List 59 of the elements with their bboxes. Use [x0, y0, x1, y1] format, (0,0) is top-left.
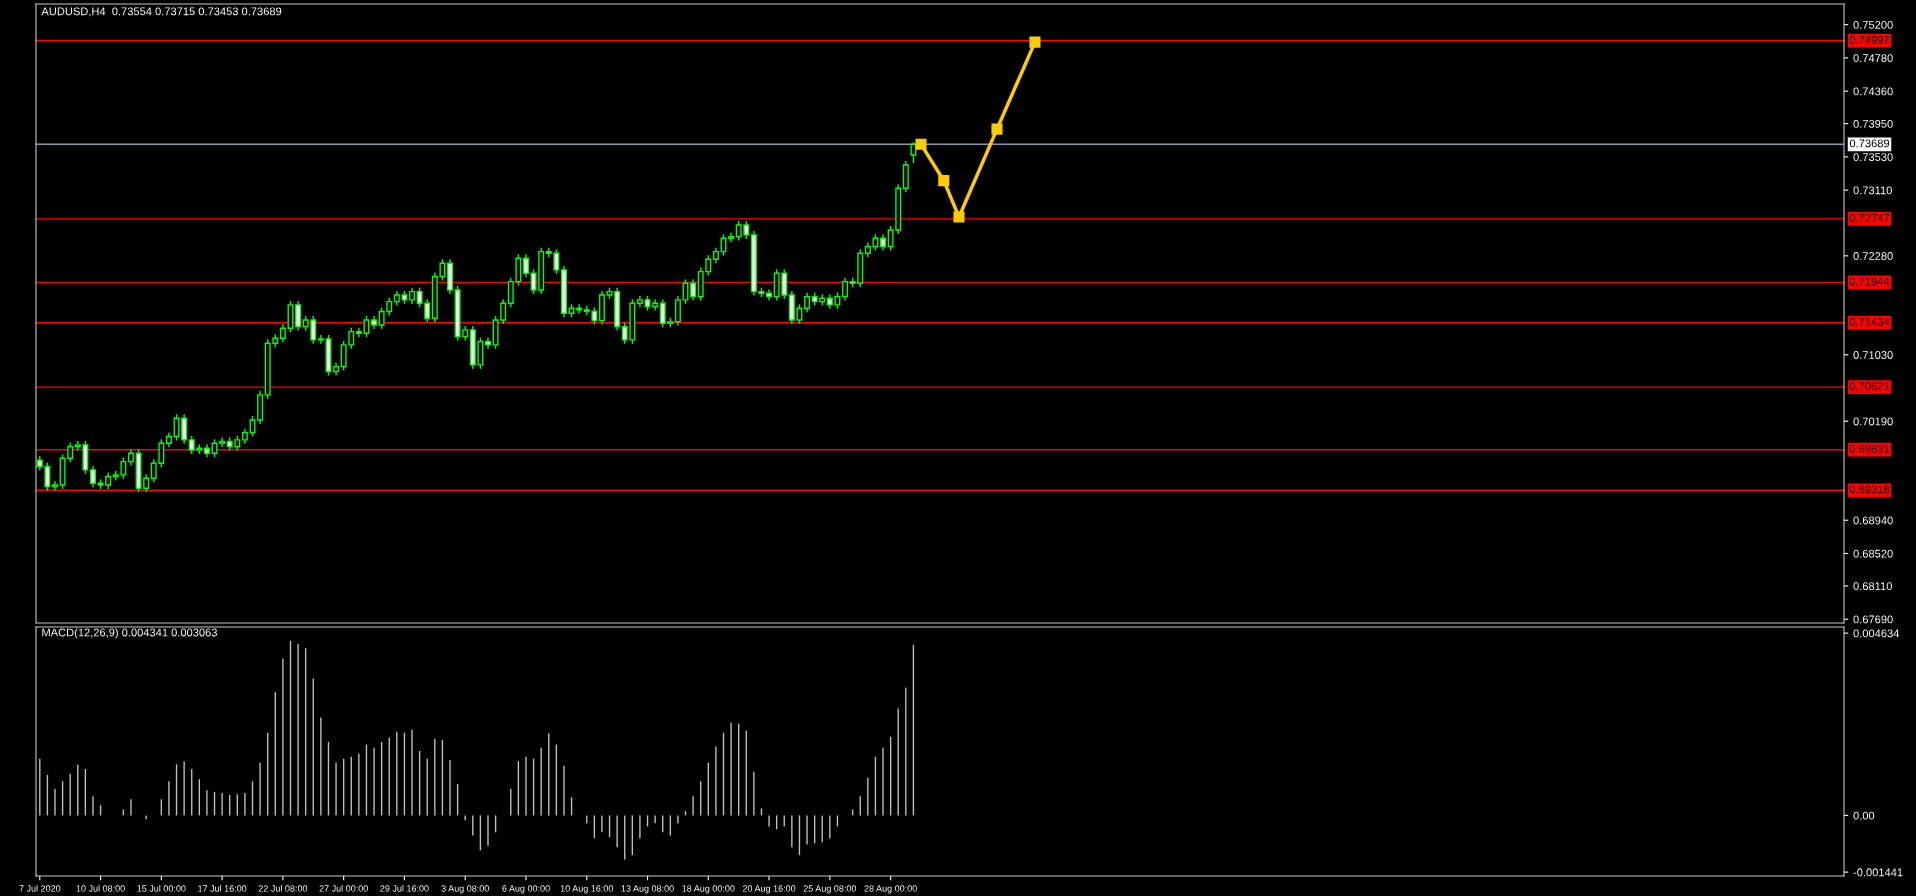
candlestick — [295, 300, 302, 332]
candlestick — [766, 288, 773, 302]
y-tick-label: 0.68110 — [1853, 582, 1892, 591]
y-tick-label: 0.68940 — [1853, 516, 1893, 525]
point — [953, 211, 965, 223]
y-tick-label: 0.74780 — [1853, 54, 1893, 63]
candlestick — [910, 141, 917, 164]
candlestick — [674, 295, 681, 327]
candlestick — [52, 480, 58, 492]
ref-line-label: 0.74997 — [1849, 35, 1890, 44]
candlestick — [690, 278, 697, 302]
y-tick-label: 0.73110 — [1853, 186, 1892, 195]
x-tick-label: 13 Aug 08:00 — [621, 885, 674, 894]
x-tick-label: 25 Aug 08:00 — [803, 885, 857, 894]
x-tick-label: 27 Jul 00:00 — [319, 885, 368, 892]
y-tick-label: 0.68520 — [1853, 549, 1893, 558]
y-tick-label: 0.71030 — [1853, 351, 1893, 359]
ref-line-label: 0.71944 — [1849, 277, 1890, 286]
x-tick-label: 3 Aug 08:00 — [441, 885, 489, 894]
point — [938, 175, 950, 187]
ref-line-label: 0.71434 — [1849, 317, 1890, 326]
y-tick-label: 0.70190 — [1853, 417, 1893, 426]
candlestick — [842, 276, 849, 302]
x-tick-label: 20 Aug 16:00 — [742, 885, 796, 894]
candlestick — [804, 291, 811, 313]
point — [991, 123, 1003, 135]
point — [1029, 36, 1041, 48]
ref-line-label: 0.70621 — [1849, 382, 1890, 391]
point — [915, 138, 927, 150]
y-tick-label: -0.001441 — [1853, 868, 1903, 877]
y-tick-label: 0.73950 — [1853, 119, 1893, 128]
x-tick-label: 22 Jul 08:00 — [258, 885, 308, 892]
ref-line-label: 0.72747 — [1849, 213, 1890, 222]
candlestick — [219, 436, 226, 448]
y-tick-label: 0.004634 — [1853, 629, 1900, 638]
ref-line-label: 0.73689 — [1849, 139, 1890, 148]
ref-line-label: 0.69318 — [1849, 485, 1890, 494]
x-tick-label: 6 Aug 00:00 — [502, 885, 550, 894]
x-tick-label: 15 Jul 00:00 — [137, 885, 186, 892]
x-tick-label: 29 Jul 16:00 — [380, 885, 429, 892]
candlestick — [728, 231, 735, 243]
y-tick-label: 0.00 — [1853, 811, 1875, 820]
x-tick-label: 7 Jul 2020 — [19, 885, 61, 892]
candlestick — [90, 465, 96, 488]
x-tick-label: 10 Aug 16:00 — [560, 885, 614, 894]
x-tick-label: 17 Jul 16:00 — [198, 885, 247, 892]
y-tick-label: 0.73530 — [1853, 153, 1893, 162]
x-tick-label: 10 Jul 08:00 — [76, 885, 125, 892]
chart-title: AUDUSD,H4 0.73554 0.73715 0.73453 0.73689 — [41, 7, 282, 17]
candlestick — [523, 253, 529, 278]
candlestick — [902, 160, 909, 193]
x-tick-label: 18 Aug 00:00 — [682, 885, 735, 894]
y-tick-label: 0.67690 — [1853, 615, 1893, 624]
x-tick-label: 28 Aug 00:00 — [864, 885, 917, 894]
y-tick-label: 0.75200 — [1853, 20, 1893, 29]
ref-line-label: 0.69831 — [1849, 444, 1890, 453]
y-tick-label: 0.74360 — [1853, 87, 1893, 96]
chart-title: MACD(12,26,9) 0.004341 0.003063 — [42, 628, 217, 639]
y-tick-label: 0.72280 — [1853, 252, 1893, 260]
